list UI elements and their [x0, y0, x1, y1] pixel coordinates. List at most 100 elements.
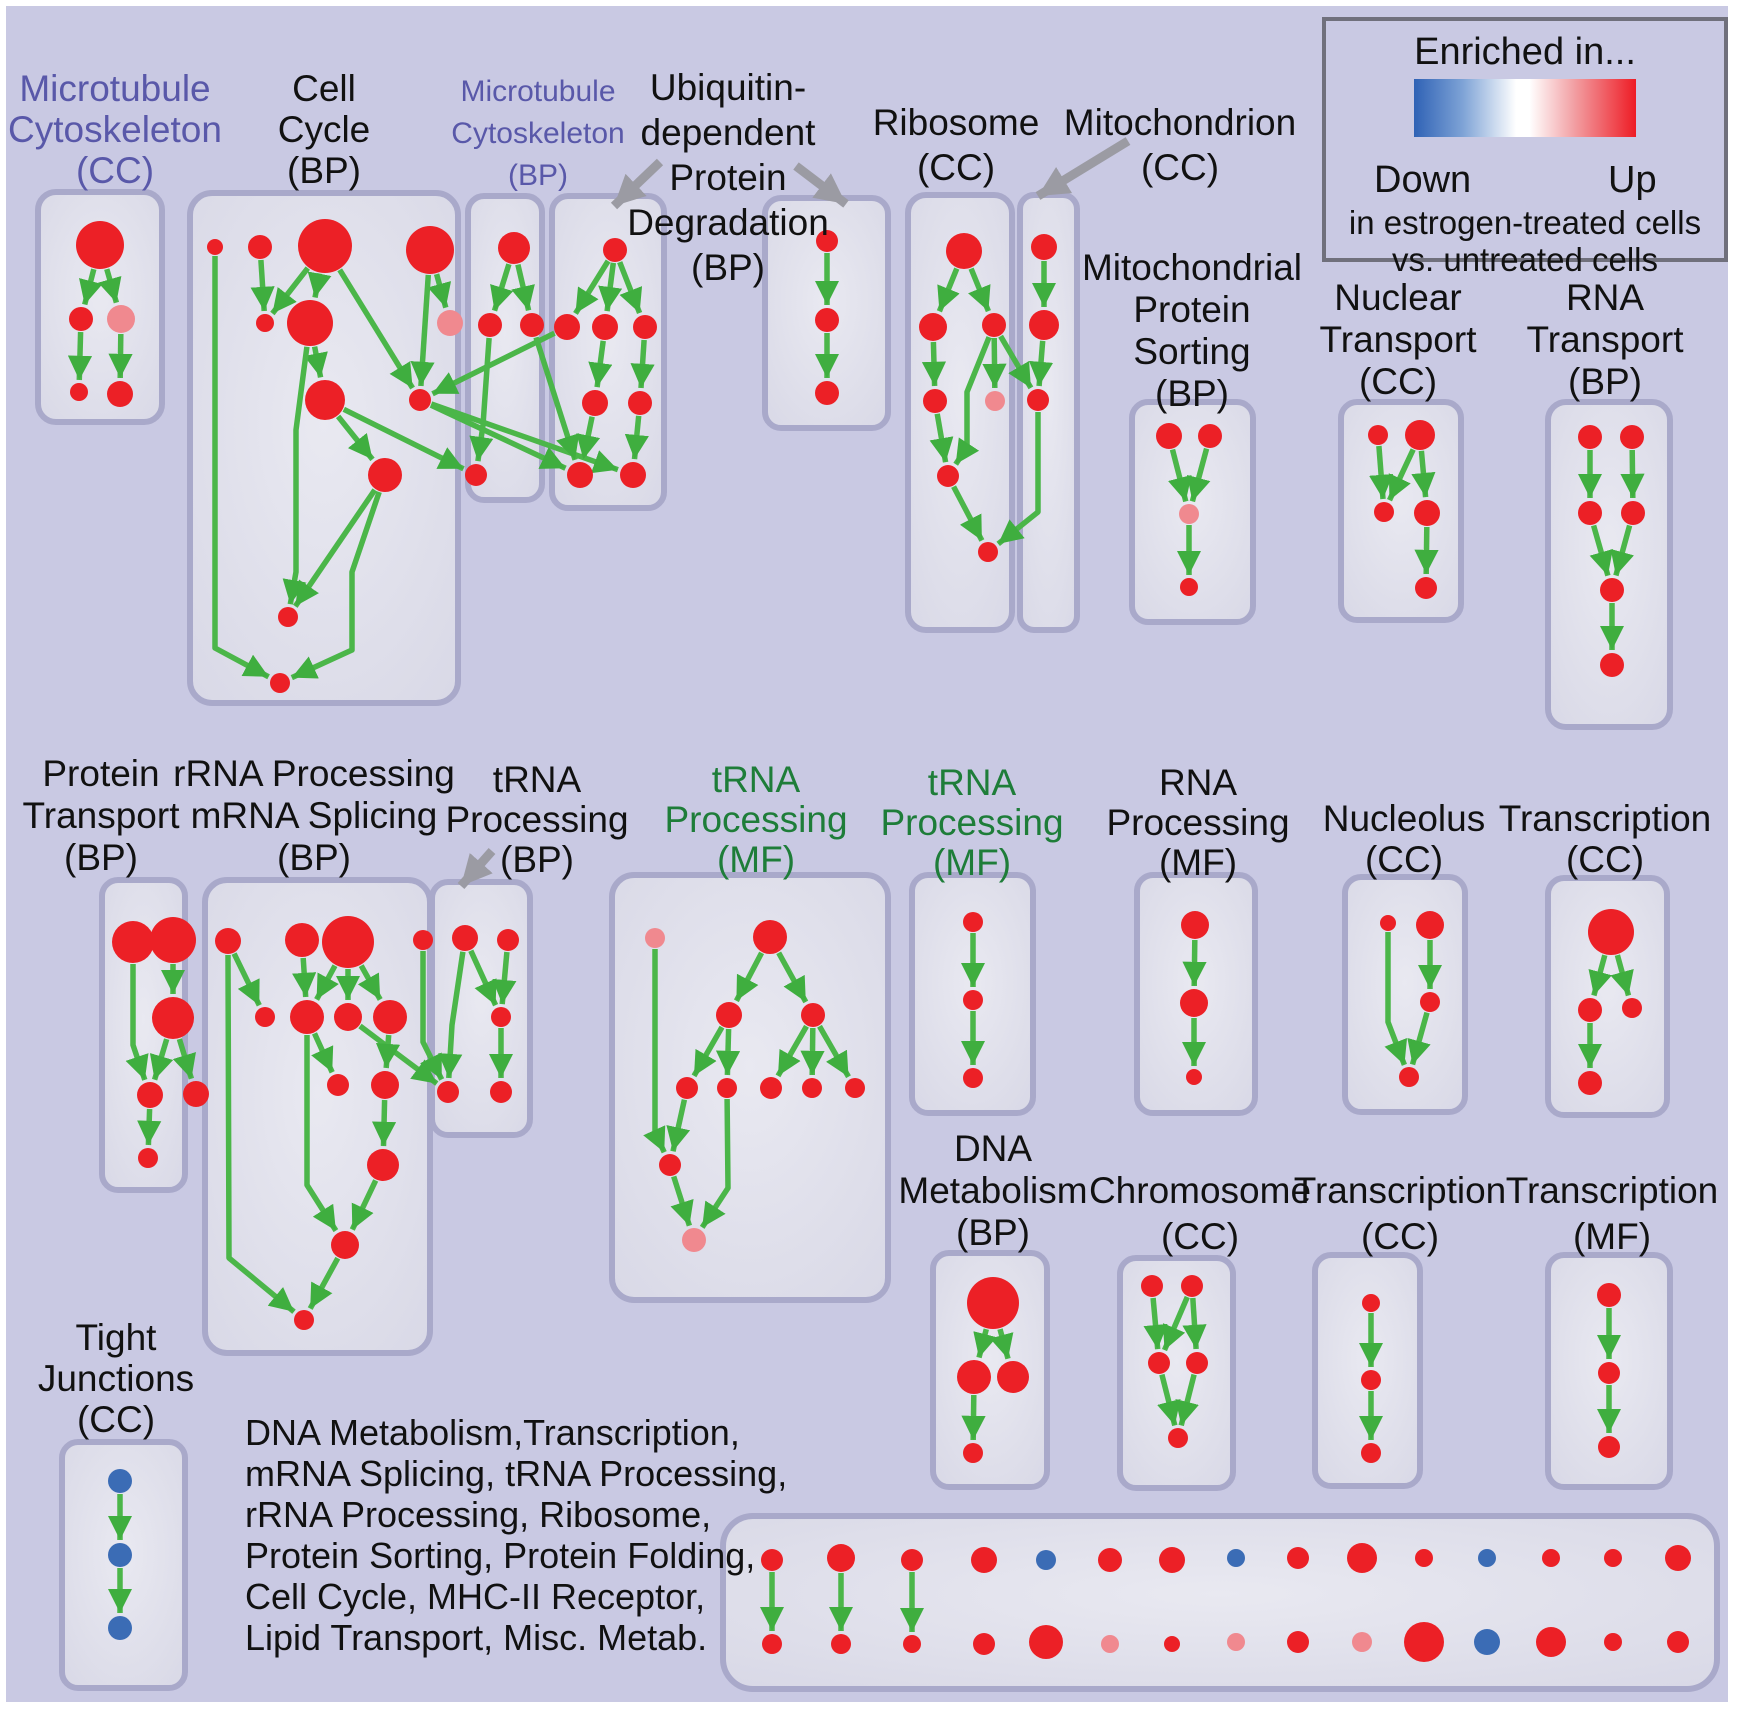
- edge-arrow-88: [670, 1175, 694, 1227]
- edge-arrow-61: [231, 952, 262, 1007]
- edge-arrow-47: [1369, 445, 1394, 500]
- node-c8: [305, 380, 345, 420]
- svg-text:(BP): (BP): [691, 247, 765, 288]
- edge-arrow-59: [172, 1038, 196, 1080]
- node-f4: [1186, 1352, 1208, 1374]
- edge-arrow-15: [293, 488, 378, 608]
- node-j1: [1362, 1294, 1380, 1312]
- edge-arrow-89: [699, 1098, 731, 1229]
- node-z4b: [973, 1633, 995, 1655]
- node-z6t: [1098, 1548, 1122, 1572]
- edge-arrow-11: [304, 346, 328, 378]
- node-d6: [628, 391, 652, 415]
- edge-arrow-20: [490, 263, 514, 312]
- svg-text:(CC): (CC): [77, 1399, 155, 1440]
- node-k2: [1405, 420, 1435, 450]
- edge-arrow-30: [624, 415, 649, 460]
- trna-bp-pointer: [457, 848, 496, 889]
- node-g10: [659, 1154, 681, 1176]
- edge-arrow-4: [212, 256, 270, 680]
- node-r2: [919, 313, 947, 341]
- node-r1: [946, 233, 982, 269]
- node-m3: [1027, 389, 1049, 411]
- node-c6: [287, 300, 333, 346]
- edge-arrow-97: [1588, 954, 1612, 997]
- svg-text:mRNA Splicing: mRNA Splicing: [191, 795, 438, 836]
- node-z12t: [1478, 1549, 1496, 1567]
- node-tb4: [437, 1081, 459, 1103]
- svg-text:(BP): (BP): [508, 159, 568, 192]
- edge-arrow-94: [1384, 932, 1408, 1066]
- node-n12: [331, 1231, 359, 1259]
- svg-text:Cell: Cell: [292, 68, 356, 109]
- svg-text:Protein: Protein: [669, 157, 786, 198]
- node-c5: [256, 314, 274, 332]
- edge-arrow-100: [973, 1328, 997, 1359]
- misc-groups-text: DNA Metabolism,Transcription,mRNA Splici…: [245, 1412, 787, 1658]
- edge-arrow-39: [951, 485, 985, 542]
- svg-text:mRNA Splicing, tRNA Processing: mRNA Splicing, tRNA Processing,: [245, 1453, 787, 1494]
- node-d1: [603, 238, 627, 262]
- node-z8t: [1227, 1549, 1245, 1567]
- edge-arrow-2: [67, 331, 93, 381]
- edge-arrow-38: [929, 413, 954, 463]
- group-box-rna-transport: [1545, 399, 1673, 730]
- svg-text:(CC): (CC): [1161, 1216, 1239, 1257]
- node-z12b: [1474, 1629, 1500, 1655]
- node-r4: [923, 389, 947, 413]
- edge-arrow-16: [290, 491, 382, 681]
- edge-arrow-37: [953, 336, 992, 466]
- svg-text:DNA Metabolism,Transcription,: DNA Metabolism,Transcription,: [245, 1412, 740, 1453]
- node-n2: [285, 923, 319, 957]
- node-q1: [1181, 911, 1209, 939]
- node-f2: [1181, 1275, 1203, 1297]
- svg-text:Cell Cycle, MHC-II Receptor,: Cell Cycle, MHC-II Receptor,: [245, 1576, 705, 1617]
- node-l1: [1588, 909, 1634, 955]
- svg-text:(BP): (BP): [1568, 361, 1642, 402]
- svg-text:Processing: Processing: [880, 802, 1063, 843]
- edge-arrow-6: [270, 266, 310, 316]
- edge-arrow-36: [982, 337, 1007, 389]
- edge-arrow-29: [576, 416, 601, 460]
- legend-title: Enriched in...: [1414, 31, 1636, 73]
- legend-gradient-bar: [1414, 79, 1636, 137]
- legend-box: Enriched in... Down Up in estrogen-treat…: [1322, 17, 1728, 278]
- edge-arrow-53: [1589, 524, 1613, 577]
- svg-text:(CC): (CC): [76, 150, 154, 191]
- node-h2: [963, 990, 983, 1010]
- edge-arrow-92: [1182, 939, 1207, 987]
- node-g8: [802, 1078, 822, 1098]
- edge-arrow-23: [533, 336, 580, 461]
- node-g5: [676, 1077, 698, 1099]
- edge-arrow-70: [375, 1034, 401, 1069]
- node-p3: [152, 997, 194, 1039]
- svg-text:Metabolism: Metabolism: [898, 1170, 1087, 1211]
- node-z13t: [1542, 1549, 1560, 1567]
- node-e3: [815, 381, 839, 405]
- node-n4: [413, 930, 433, 950]
- node-g6: [717, 1078, 737, 1098]
- edge-arrow-17: [429, 402, 567, 471]
- node-n8: [373, 1000, 407, 1034]
- node-n7: [334, 1003, 362, 1031]
- edge-arrow-76: [492, 951, 517, 1005]
- node-d3: [592, 314, 618, 340]
- edge-arrow-44: [1168, 448, 1192, 503]
- node-f5: [1168, 1428, 1188, 1448]
- node-n3: [322, 916, 374, 968]
- node-z5b: [1029, 1625, 1063, 1659]
- edge-arrow-98: [1610, 954, 1634, 997]
- node-l3: [1622, 998, 1642, 1018]
- node-a1: [76, 221, 124, 269]
- node-s4: [1180, 578, 1198, 596]
- node-x4: [963, 1443, 983, 1463]
- svg-text:Cytoskeleton: Cytoskeleton: [8, 109, 222, 150]
- node-z8b: [1227, 1633, 1245, 1651]
- label-ubiquitin: Ubiquitin-dependentProteinDegradation(BP…: [627, 67, 829, 288]
- node-c4: [406, 226, 454, 274]
- label-transcription-mf: Transcription (MF): [1506, 1170, 1718, 1257]
- svg-text:Mitochondrial: Mitochondrial: [1082, 247, 1302, 288]
